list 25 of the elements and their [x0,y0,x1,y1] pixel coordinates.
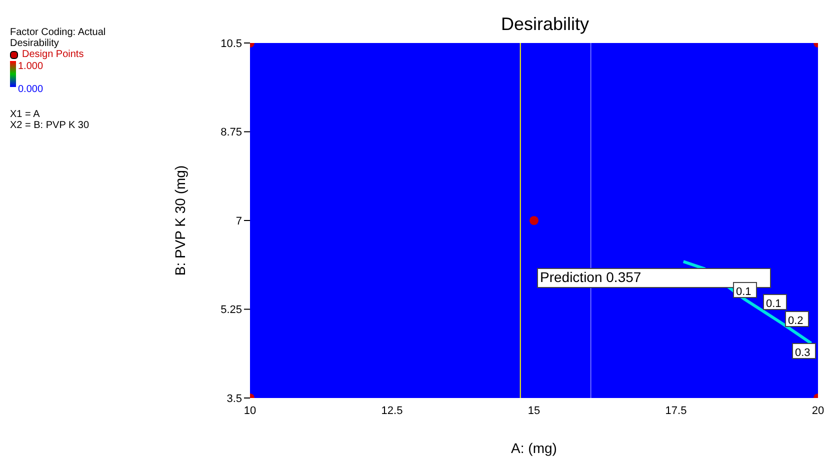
x-tick-label: 20 [812,404,824,417]
annotation: 0.2 [788,315,804,327]
annotation: 0.3 [795,347,810,359]
x-tick-label: 15 [528,404,540,417]
legend-label: Design Points [21,49,85,60]
x-axis-title: A: (mg) [511,440,557,456]
y-tick-label: 7 [236,215,242,228]
annotation: 0.1 [736,286,752,298]
y-tick-label: 8.75 [220,126,242,139]
x-tick-label: 12.5 [381,404,403,417]
y-tick-label: 10.5 [220,38,242,50]
y-tick-label: 3.5 [226,392,242,405]
x-tick-label: 17.5 [665,404,687,417]
y-axis-title: B: PVP K 30 (mg) [172,165,188,276]
chart-title: Desirability [500,14,590,34]
y-tick-label: 5.25 [220,304,242,316]
text: 1.000 [18,61,44,72]
text: Factor Coding: Actual [10,27,106,38]
text: 0.000 [18,84,44,95]
x-tick-label: 10 [244,404,256,417]
text: X1 = A [10,109,41,120]
annotation: 0.1 [766,298,782,310]
text: Desirability [10,38,60,49]
annotation: Prediction 0.357 [540,269,642,285]
text: X2 = B: PVP K 30 [10,120,90,131]
